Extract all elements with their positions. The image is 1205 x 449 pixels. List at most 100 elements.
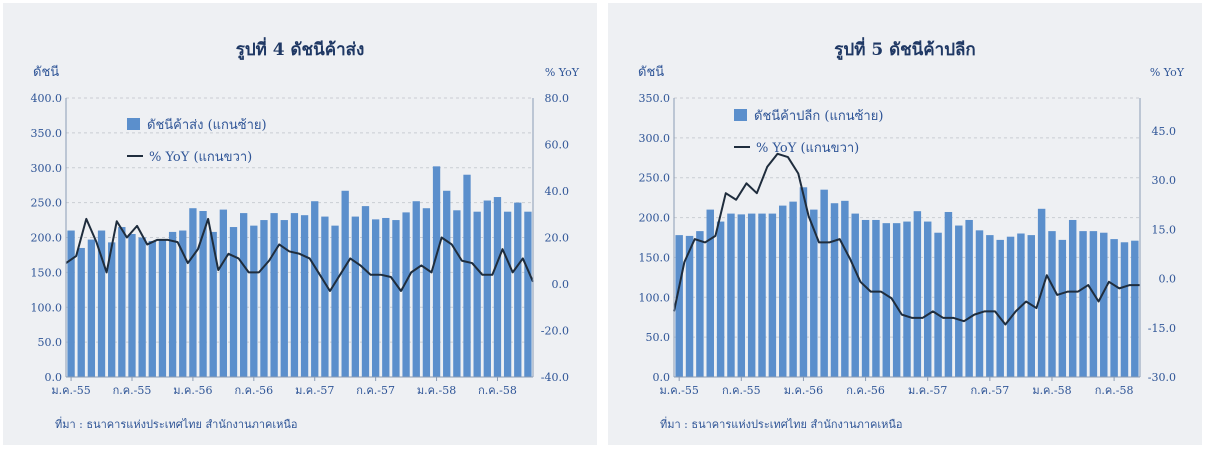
retail-index-chart: รูปที่ 5 ดัชนีค้าปลีกดัชนี % YoY 0.0 50.0 10… (638, 37, 1185, 431)
bar (1068, 219, 1077, 377)
bar (675, 235, 683, 377)
bar (422, 208, 431, 377)
bar (851, 213, 859, 377)
legend-bar-swatch (127, 118, 140, 130)
bar (311, 201, 319, 377)
bar (371, 219, 380, 377)
right-tick-label: 40.0 (545, 185, 570, 198)
left-tick-label: 100.0 (639, 291, 671, 304)
bar (524, 211, 532, 377)
bar (975, 230, 984, 377)
x-tick-label: ก.ค.-56 (846, 384, 885, 397)
bar (392, 220, 400, 377)
bar (321, 216, 329, 377)
right-tick-label: -30.0 (1148, 371, 1176, 384)
bar (473, 211, 481, 377)
bar (290, 213, 299, 377)
bar (768, 213, 777, 377)
right-tick-label: 0.0 (1159, 273, 1177, 286)
bar (453, 210, 461, 377)
x-tick-label: ม.ค.-55 (660, 384, 699, 397)
bar (361, 206, 370, 377)
bar (402, 212, 410, 377)
left-tick-label: 200.0 (31, 232, 63, 245)
bar (955, 225, 963, 377)
bar (872, 219, 880, 377)
right-tick-label: 80.0 (545, 92, 570, 105)
left-tick-label: 250.0 (31, 197, 63, 210)
right-tick-label: -40.0 (541, 371, 569, 384)
x-tick-label: ก.ค.-58 (478, 384, 517, 397)
bar (382, 217, 390, 377)
bar (716, 221, 725, 377)
bar (986, 235, 994, 377)
x-tick-label: ม.ค.-56 (784, 384, 823, 397)
bar (903, 221, 911, 377)
left-tick-label: 150.0 (31, 266, 63, 279)
bar (882, 223, 891, 377)
x-tick-label: ก.ค.-56 (234, 384, 273, 397)
source-note: ที่มา : ธนาคารแห่งประเทศไทย สำนักงานภาคเ… (660, 416, 903, 431)
left-tick-label: 100.0 (31, 301, 63, 314)
bar (351, 216, 359, 377)
bar (483, 200, 491, 377)
wholesale-index-chart-panel: รูปที่ 4 ดัชนีค้าส่ง ดัชนี % YoY 0.0 50.0 100… (3, 3, 597, 445)
x-tick-label: ก.ค.-57 (970, 384, 1009, 397)
left-tick-label: 350.0 (639, 92, 671, 105)
chart-title: รูปที่ 4 ดัชนีค้าส่ง (236, 37, 365, 61)
bar (148, 240, 156, 377)
bar (240, 213, 248, 377)
left-axis-label: ดัชนี (33, 64, 59, 80)
bar (280, 220, 288, 377)
bar (260, 220, 268, 377)
bar (799, 187, 808, 377)
x-tick-label: ม.ค.-57 (295, 384, 334, 397)
bar (820, 189, 828, 377)
right-axis-label: % YoY (545, 66, 580, 79)
bar (758, 213, 766, 377)
bar (128, 234, 136, 377)
bar (514, 202, 522, 378)
right-tick-label: -15.0 (1148, 322, 1176, 335)
bar (270, 213, 278, 377)
bar (493, 197, 502, 377)
bar (934, 232, 942, 377)
bar (1079, 231, 1087, 377)
bar (779, 205, 787, 377)
left-tick-label: 400.0 (31, 92, 63, 105)
bar (118, 227, 126, 377)
bar (685, 235, 694, 377)
left-tick-label: 200.0 (639, 212, 671, 225)
wholesale-index-chart: รูปที่ 4 ดัชนีค้าส่งดัชนี % YoY 0.0 50.0 100… (31, 37, 580, 431)
bar (1131, 240, 1139, 377)
bar (727, 213, 735, 377)
right-tick-label: 30.0 (1152, 174, 1177, 187)
bar (965, 219, 973, 377)
bar (1048, 231, 1056, 377)
source-note: ที่มา : ธนาคารแห่งประเทศไทย สำนักงานภาคเ… (55, 416, 298, 431)
bar (412, 201, 420, 377)
x-tick-label: ก.ค.-57 (356, 384, 395, 397)
bar (810, 209, 818, 377)
x-tick-label: ก.ค.-55 (722, 384, 761, 397)
right-tick-label: -20.0 (541, 325, 569, 338)
x-tick-label: ม.ค.-56 (173, 384, 212, 397)
bar (331, 225, 339, 377)
bar (432, 166, 441, 377)
yoy-line (673, 152, 1140, 326)
bar (209, 231, 217, 377)
left-tick-label: 50.0 (646, 331, 671, 344)
left-tick-label: 300.0 (31, 162, 63, 175)
legend-line-label: % YoY (แกนขวา) (756, 141, 859, 156)
bar (229, 227, 238, 377)
bar (706, 209, 714, 377)
bar (1089, 231, 1098, 377)
right-tick-label: 20.0 (545, 232, 570, 245)
bar (996, 239, 1004, 377)
bar (1006, 236, 1015, 377)
bar (923, 221, 932, 377)
yoy-line (65, 217, 534, 292)
bar (747, 213, 756, 377)
bar (463, 174, 471, 377)
right-axis-label: % YoY (1150, 66, 1185, 79)
